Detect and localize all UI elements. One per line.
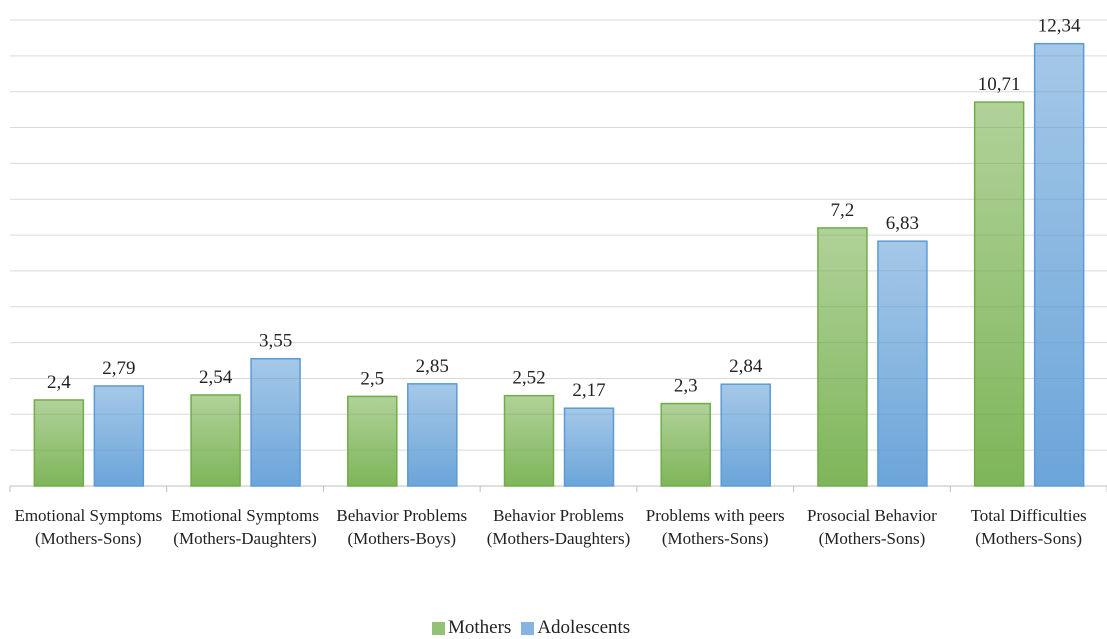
- data-label: 2,84: [729, 356, 763, 377]
- data-label: 2,52: [512, 368, 545, 389]
- data-label: 2,79: [102, 358, 135, 379]
- data-label: 10,71: [978, 74, 1021, 95]
- legend-swatch: [432, 621, 445, 635]
- bar: [190, 394, 241, 487]
- bar: [503, 394, 555, 487]
- data-label: 2,54: [199, 367, 233, 388]
- bar: [33, 399, 85, 487]
- bar: [973, 101, 1025, 487]
- x-tick-label: Emotional Symptoms (Mothers-Sons): [14, 506, 163, 548]
- bar: [407, 383, 458, 487]
- legend-swatch: [521, 621, 535, 635]
- bar: [93, 385, 145, 487]
- data-label: 3,55: [259, 331, 292, 352]
- bar: [720, 383, 771, 487]
- data-label: 2,3: [674, 376, 698, 397]
- data-label: 2,85: [416, 356, 449, 377]
- data-label: 2,4: [47, 372, 71, 393]
- bar: [563, 407, 615, 487]
- bar: [660, 402, 711, 487]
- data-label: 2,5: [360, 368, 384, 389]
- bar: [1033, 42, 1085, 487]
- data-label: 12,34: [1038, 16, 1081, 37]
- bar: [347, 395, 398, 487]
- legend-item: Adolescents: [521, 617, 630, 639]
- x-tick-label: Behavior Problems (Mothers-Boys): [336, 506, 468, 548]
- x-tick-label: Total Difficulties (Mothers-Sons): [970, 506, 1087, 548]
- legend-label: Adolescents: [537, 617, 631, 638]
- x-tick-label: Prosocial Behavior (Mothers-Sons): [807, 506, 937, 548]
- x-tick-label: Behavior Problems (Mothers-Daughters): [486, 506, 631, 548]
- data-label: 2,17: [572, 380, 605, 401]
- data-label: 6,83: [886, 213, 919, 234]
- bar: [877, 240, 928, 487]
- x-tick-label: Emotional Symptoms (Mothers-Daughters): [171, 506, 319, 548]
- legend-label: Mothers: [448, 617, 512, 638]
- bar: [817, 227, 868, 487]
- bar: [250, 357, 301, 487]
- data-label: 7,2: [831, 200, 855, 221]
- x-tick-label: Problems with peers (Mothers-Sons): [645, 506, 785, 548]
- legend-item: Mothers: [432, 617, 511, 639]
